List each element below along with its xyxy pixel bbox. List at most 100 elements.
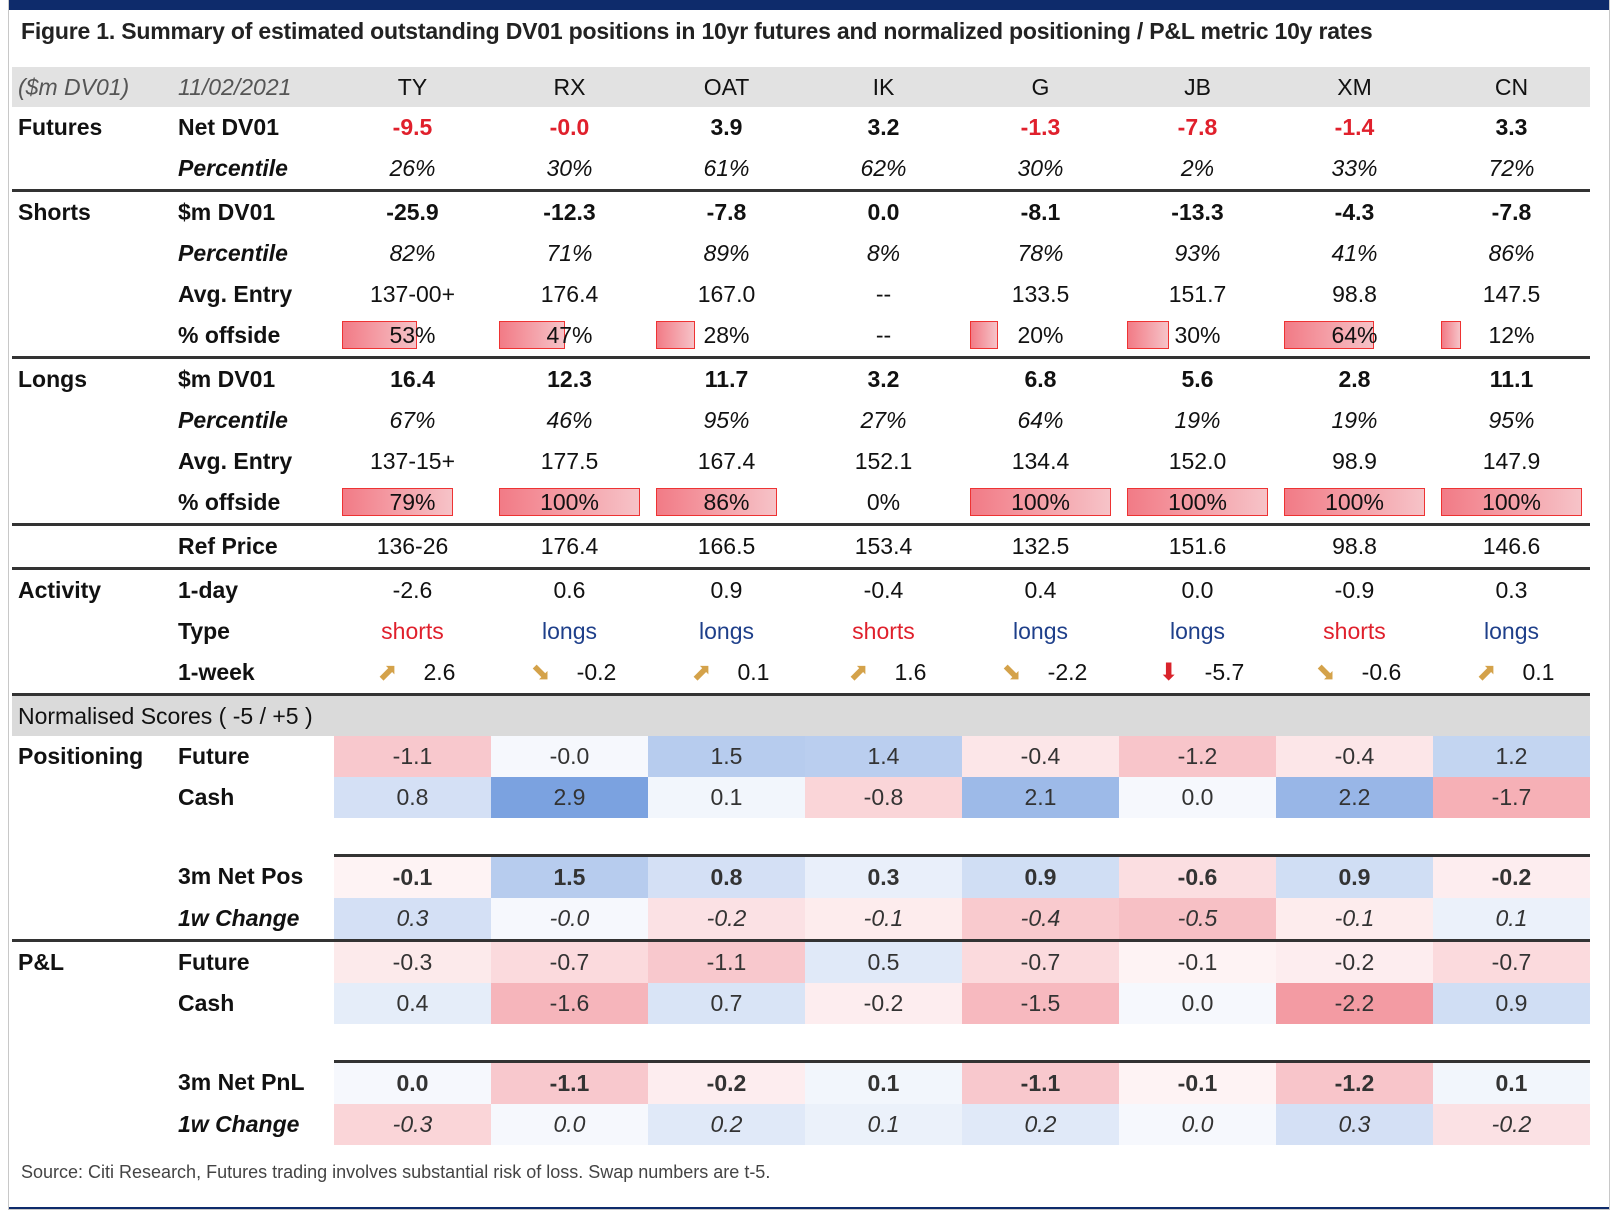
futures-percentile-row-metric: Percentile [178,155,288,181]
longs-dv01-row-cell: 6.8 [962,356,1119,400]
activity-type-row-cell: longs [542,618,597,644]
positioning-future-row-cell: -0.4 [962,736,1119,777]
positioning-future-row-cell: -1.2 [1119,736,1276,777]
positioning-future-row-group: Positioning [18,743,144,769]
pl-3m-net-pnl-row-group [12,1062,172,1105]
longs-avg-entry-row-cell: 167.4 [697,448,756,474]
positioning-3m-net-pos-row-cell: 0.8 [648,854,805,898]
shorts-dv01-row-cell: -8.1 [962,189,1119,233]
offside-bar [1284,321,1375,349]
pl-future-row-cell: -1.1 [648,939,805,983]
activity-1day-row-cell: -0.9 [1276,567,1433,611]
shorts-avg-entry-row-cell: 137-00+ [369,281,456,307]
shorts-dv01-row-cell: -25.9 [334,189,491,233]
positioning-cash-row-cell: -0.8 [805,777,962,818]
pl-cash-row-cell: -1.5 [962,983,1119,1024]
longs-offside-row-cell: 100% [1276,482,1433,525]
longs-offside-row-cell: 86% [648,482,805,525]
positioning-1w-change-row-group [12,898,172,941]
one-week-value: 0.1 [737,659,770,685]
pl-cash-row: Cash 0.4 -1.6 0.7 -0.2 -1.5 0.0 -2.2 0.9 [12,983,1590,1024]
shorts-avg-entry-row-cell: 167.0 [697,281,756,307]
ref-price-row: Ref Price 136-26 176.4 166.5 153.4 132.5 151.6… [12,523,1590,569]
shorts-percentile-row-cell: 41% [1331,240,1378,266]
longs-dv01-row-cell: 12.3 [491,356,648,400]
pl-spacer-row-group [12,1024,172,1062]
pl-cash-row-cell: 0.4 [334,983,491,1024]
longs-percentile-row-cell: 95% [703,407,750,433]
futures-percentile-row-cell: 30% [1017,155,1064,181]
pl-future-row-cell: 0.5 [805,939,962,983]
shorts-offside-row-group [12,315,172,358]
positioning-1w-change-row-cell: -0.1 [805,898,962,941]
positioning-future-row-cell: 1.2 [1433,736,1590,777]
header-row-cell: TY [334,67,491,107]
positioning-1w-change-row-cell: -0.1 [1276,898,1433,941]
normalised-header-row: Normalised Scores ( -5 / +5 ) [12,693,1590,736]
longs-percentile-row-cell: 64% [1017,407,1064,433]
ref-price-row-group [12,523,172,569]
longs-percentile-row-cell: 95% [1488,407,1535,433]
futures-percentile-row-cell: 2% [1180,155,1215,181]
shorts-dv01-row-metric: $m DV01 [172,189,334,233]
source-note: Source: Citi Research, Futures trading i… [21,1162,771,1182]
shorts-dv01-row-cell: -13.3 [1119,189,1276,233]
offside-bar [970,488,1111,516]
shorts-offside-row-cell: 53% [334,315,491,358]
activity-type-row-metric: Type [178,618,230,644]
longs-avg-entry-row-cell: 137-15+ [369,448,456,474]
pl-1w-change-row-cell: 0.2 [648,1104,805,1145]
header-row-cell: IK [805,67,962,107]
positioning-cash-row-cell: 0.8 [334,777,491,818]
normalised-header-row-group: Normalised Scores ( -5 / +5 ) [12,693,1590,736]
shorts-percentile-row: Percentile 82% 71% 89% 8% 78% 93% 41% 86% [12,233,1590,274]
ref-price-row-metric: Ref Price [172,523,334,569]
shorts-percentile-row-cell: 71% [546,240,593,266]
header-row-cell: CN [1433,67,1590,107]
shorts-percentile-row-cell: 78% [1017,240,1064,266]
pl-spacer-row-cell [648,1024,805,1062]
positioning-cash-row-metric: Cash [178,784,235,810]
positioning-3m-net-pos-row-cell: -0.6 [1119,854,1276,898]
header-row-cell: JB [1119,67,1276,107]
offside-bar [342,321,417,349]
pl-cash-row-metric: Cash [178,990,235,1016]
top-accent-bar [9,0,1609,10]
longs-avg-entry-row-cell: 177.5 [540,448,599,474]
pl-1w-change-row-cell: 0.3 [1276,1104,1433,1145]
positioning-3m-net-pos-row-cell: -0.1 [334,854,491,898]
pl-3m-net-pnl-row-metric: 3m Net PnL [178,1069,305,1096]
positioning-spacer-row [12,818,1590,856]
futures-percentile-row-cell: 61% [703,155,750,181]
shorts-offside-row-cell: 12% [1433,315,1590,358]
arrow-down-right-icon: ⬊ [1001,659,1022,686]
pl-cash-row-cell: -1.6 [491,983,648,1024]
futures-net-dv01-row-group: Futures [18,114,103,140]
shorts-percentile-row-cell: 89% [703,240,750,266]
longs-avg-entry-row-cell: 152.1 [854,448,913,474]
pl-cash-row-cell: -0.2 [805,983,962,1024]
offside-bar [970,321,999,349]
activity-1week-row-cell: ⬊ -0.2 [491,652,648,695]
positioning-cash-row-cell: -1.7 [1433,777,1590,818]
longs-offside-row-group [12,482,172,525]
ref-price-row-cell: 136-26 [334,523,491,569]
pl-1w-change-row-metric: 1w Change [178,1111,300,1137]
shorts-percentile-row-cell: 93% [1174,240,1221,266]
pl-1w-change-row: 1w Change -0.3 0.0 0.2 0.1 0.2 0.0 0.3 -0.2 [12,1104,1590,1145]
pl-spacer-row-metric [172,1024,334,1062]
pl-cash-row-group [12,983,172,1024]
futures-net-dv01-row-cell: -1.3 [1020,114,1061,140]
longs-offside-row-cell: 79% [334,482,491,525]
positioning-3m-net-pos-row-cell: -0.2 [1433,854,1590,898]
shorts-percentile-row-group [12,233,172,274]
pl-3m-net-pnl-row-cell: 0.1 [1433,1060,1590,1104]
shorts-percentile-row-cell: 86% [1488,240,1535,266]
positioning-future-row-cell: 1.5 [648,736,805,777]
header-row-cell: RX [491,67,648,107]
activity-type-row-group [12,611,172,652]
positioning-1w-change-row-metric: 1w Change [178,905,300,931]
shorts-offside-row-cell: 30% [1119,315,1276,358]
offside-value: 12% [1488,322,1535,348]
positioning-spacer-row-metric [172,818,334,856]
